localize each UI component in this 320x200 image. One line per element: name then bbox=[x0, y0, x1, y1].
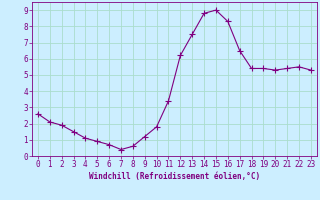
X-axis label: Windchill (Refroidissement éolien,°C): Windchill (Refroidissement éolien,°C) bbox=[89, 172, 260, 181]
